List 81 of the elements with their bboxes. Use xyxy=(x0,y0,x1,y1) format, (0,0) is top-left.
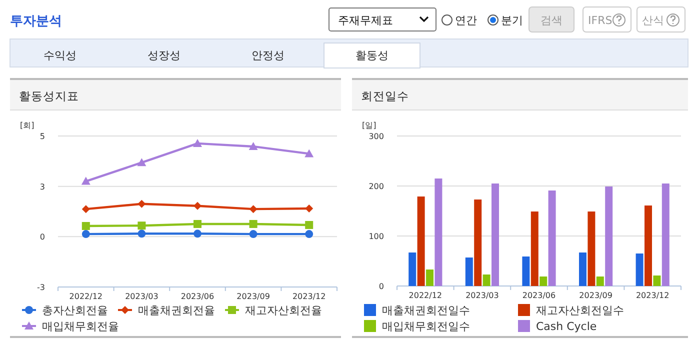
y-axis-title: [회] xyxy=(20,121,34,130)
legend-label: 매출채권회전일수 xyxy=(382,304,470,317)
text: 분기 xyxy=(501,14,523,27)
point xyxy=(249,230,258,238)
legend-label: 재고자산회전율 xyxy=(245,304,322,317)
x-tick-label: 2022/12 xyxy=(69,292,103,301)
text: 수익성 xyxy=(44,49,76,62)
bar xyxy=(426,270,434,286)
point xyxy=(304,149,314,158)
x-tick-label: 2022/12 xyxy=(408,291,442,300)
text: 산식 xyxy=(642,14,664,27)
point xyxy=(305,230,314,238)
text: 안정성 xyxy=(252,49,284,62)
text: IFRS xyxy=(588,14,612,27)
point xyxy=(138,200,146,208)
legend-label: 매출채권회전율 xyxy=(138,304,215,317)
legend-label: Cash Cycle xyxy=(536,320,597,333)
legend-label: 매입채무회전율 xyxy=(42,320,119,333)
chart-title: 활동성지표 xyxy=(19,89,79,103)
point xyxy=(249,220,258,228)
bar xyxy=(408,252,416,286)
x-tick-label: 2023/06 xyxy=(180,292,214,301)
legend-label: 재고자산회전일수 xyxy=(536,304,624,317)
text: 활동성 xyxy=(356,49,388,62)
bar xyxy=(548,190,556,286)
x-tick-label: 2023/12 xyxy=(292,292,326,301)
x-tick-label: 2023/12 xyxy=(636,291,670,300)
legend-label: 매입채무회전일수 xyxy=(382,320,470,333)
bar xyxy=(434,178,442,286)
x-tick-label: 2023/09 xyxy=(236,292,270,301)
text: 연간 xyxy=(455,14,477,27)
point xyxy=(194,202,202,210)
text: 주재무제표 xyxy=(338,14,393,27)
y-tick-label: 200 xyxy=(368,182,384,191)
bar xyxy=(579,252,586,286)
bar xyxy=(588,212,596,286)
point xyxy=(305,220,314,229)
bar xyxy=(605,186,613,286)
text: 성장성 xyxy=(148,49,180,62)
point xyxy=(82,222,90,230)
text: 투자분석 xyxy=(10,14,62,29)
bar xyxy=(492,184,499,286)
y-axis-title: [일] xyxy=(362,121,376,130)
bar xyxy=(662,184,670,286)
y-tick-label: -3 xyxy=(37,283,45,292)
point xyxy=(193,138,202,147)
bar xyxy=(417,196,425,286)
point xyxy=(81,176,90,185)
x-tick-label: 2023/09 xyxy=(579,291,612,300)
y-tick-label: 5 xyxy=(40,132,45,141)
x-tick-label: 2023/03 xyxy=(466,291,499,300)
bar xyxy=(636,254,644,286)
bar xyxy=(596,276,604,286)
point xyxy=(138,230,146,238)
y-tick-label: 0 xyxy=(378,282,384,291)
x-tick-label: 2023/03 xyxy=(125,292,158,301)
legend-label: 총자산회전율 xyxy=(42,304,108,317)
bar xyxy=(644,206,652,286)
point xyxy=(194,230,202,238)
bar xyxy=(540,276,548,286)
point xyxy=(138,222,146,230)
y-tick-label: 300 xyxy=(368,132,384,141)
point xyxy=(305,204,314,212)
y-tick-label: 3 xyxy=(40,182,45,192)
point xyxy=(137,158,146,166)
point xyxy=(194,220,202,228)
chart-title: 회전일수 xyxy=(361,89,409,103)
point xyxy=(82,230,90,238)
bar xyxy=(465,258,473,286)
point xyxy=(248,142,258,150)
bar xyxy=(522,256,530,286)
bar xyxy=(653,276,661,286)
y-tick-label: 0 xyxy=(40,232,45,242)
point xyxy=(82,205,90,214)
bar xyxy=(530,212,538,286)
bar xyxy=(482,274,490,286)
bar xyxy=(474,200,482,286)
point xyxy=(249,205,258,214)
x-tick-label: 2023/06 xyxy=(522,291,556,300)
y-tick-label: 100 xyxy=(368,232,384,241)
text: 검색 xyxy=(540,14,562,27)
